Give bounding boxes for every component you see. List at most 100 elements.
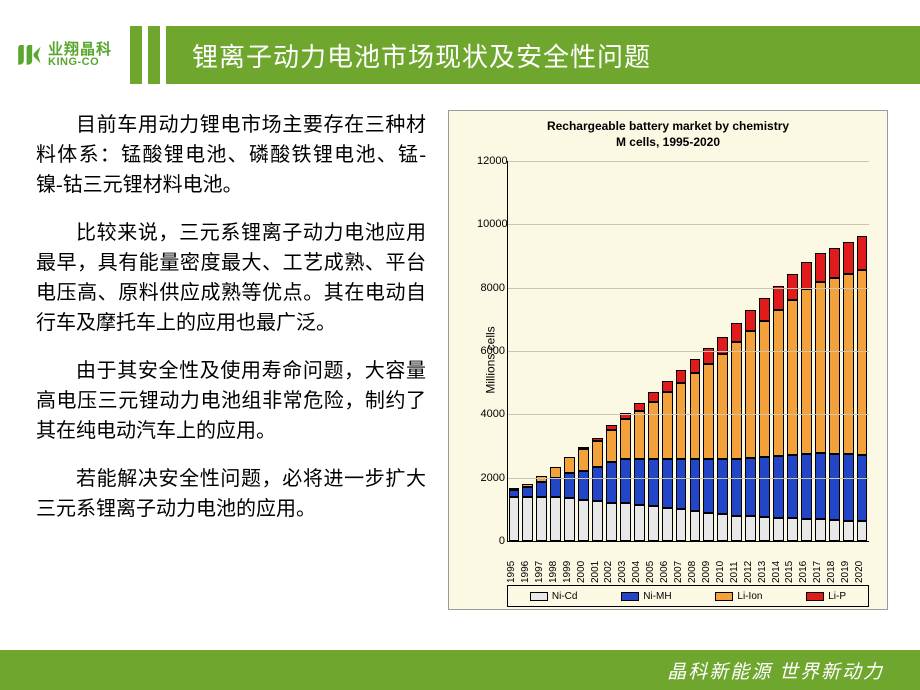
bar [509,489,520,541]
bar-segment [648,506,659,541]
bar-segment [731,459,742,516]
x-axis-labels: 1995199619971998199920002001200220032004… [507,543,869,583]
x-tick-label: 2019 [840,561,851,583]
bar-segment [759,321,770,457]
bar-segment [815,453,826,520]
bar-segment [773,456,784,518]
chart-title-line1: Rechargeable battery market by chemistry [547,119,789,133]
x-tick-label: 2009 [701,561,712,583]
x-tick-label: 2002 [603,561,614,583]
bar [592,438,603,541]
paragraph: 比较来说，三元系锂离子动力电池应用最早，具有能量密度最大、工艺成熟、平台电压高、… [36,218,426,338]
y-tick: 2000 [477,472,505,484]
x-tick-label: 2003 [617,561,628,583]
bar-segment [829,520,840,541]
x-tick-label: 2007 [673,561,684,583]
x-tick-label: 2018 [826,561,837,583]
legend-swatch [715,592,733,601]
bar-segment [843,454,854,521]
x-axis-line [507,541,869,542]
paragraph: 由于其安全性及使用寿命问题，大容量高电压三元锂动力电池组非常危险，制约了其在纯电… [36,356,426,446]
bar-segment [787,455,798,518]
bar-segment [662,381,673,392]
y-tick: 8000 [477,282,505,294]
chart: Rechargeable battery market by chemistry… [448,110,888,610]
x-tick-label: 2012 [743,561,754,583]
y-tick: 4000 [477,408,505,420]
bar-segment [731,323,742,342]
legend-label: Ni-Cd [552,591,578,602]
bar [676,370,687,541]
bar-segment [690,373,701,459]
x-tick-label: 2020 [854,561,865,583]
bar-segment [676,509,687,541]
bar-segment [717,354,728,459]
x-tick-label: 2000 [576,561,587,583]
footer: 晶科新能源 世界新动力 [0,650,920,690]
bar-segment [522,487,533,497]
bar-segment [843,521,854,541]
bar-segment [509,488,520,490]
bar-segment [648,402,659,459]
bar-segment [578,500,589,541]
bar-segment [801,519,812,541]
x-tick-label: 1995 [506,561,517,583]
bar [703,348,714,541]
bar-segment [620,419,631,459]
chart-title-line2: M cells, 1995-2020 [616,135,720,149]
bar [662,381,673,541]
legend-item: Ni-Cd [530,591,578,602]
grid-line [507,478,869,479]
bar-segment [690,459,701,511]
bar-segment [857,270,868,455]
y-axis-label: Millions cells [484,326,498,393]
legend-item: Ni-MH [621,591,671,602]
x-tick-label: 2011 [729,561,740,583]
bar-segment [745,310,756,331]
bar-segment [690,359,701,373]
x-tick-label: 2005 [645,561,656,583]
y-tick: 6000 [477,345,505,357]
bar-segment [759,457,770,517]
bar [857,236,868,541]
bar [536,476,547,541]
bar-segment [717,514,728,541]
legend-label: Li-P [828,591,846,602]
bar-segment [578,471,589,500]
bar-segment [634,505,645,541]
bar-segment [592,438,603,441]
bar-segment [606,430,617,462]
bar-segment [801,454,812,519]
bar-segment [634,459,645,505]
bar [522,484,533,541]
legend-swatch [530,592,548,601]
bar-segment [578,447,589,449]
bar-segment [773,286,784,310]
chart-column: Rechargeable battery market by chemistry… [436,110,900,630]
x-tick-label: 2004 [631,561,642,583]
bar-segment [676,383,687,459]
bar [634,403,645,541]
bar-segment [787,300,798,455]
bar-segment [857,236,868,269]
bar-segment [676,459,687,510]
bar [829,248,840,541]
bar-segment [550,478,561,497]
grid-line [507,351,869,352]
bar-segment [522,497,533,541]
bar-segment [690,511,701,541]
bar-segment [592,501,603,541]
y-axis-line [507,161,508,541]
logo-cn: 业翔晶科 [48,42,112,57]
bar-segment [662,508,673,541]
text-column: 目前车用动力锂电市场主要存在三种材料体系：锰酸锂电池、磷酸铁锂电池、锰-镍-钴三… [36,110,436,630]
legend-item: Li-P [806,591,846,602]
bar-segment [606,462,617,503]
bar-segment [662,392,673,459]
bar [787,274,798,541]
title-bar: 锂离子动力电池市场现状及安全性问题 [166,26,920,84]
bar-segment [578,449,589,471]
bar-segment [773,518,784,541]
legend-label: Li-Ion [737,591,762,602]
bar-segment [648,392,659,402]
